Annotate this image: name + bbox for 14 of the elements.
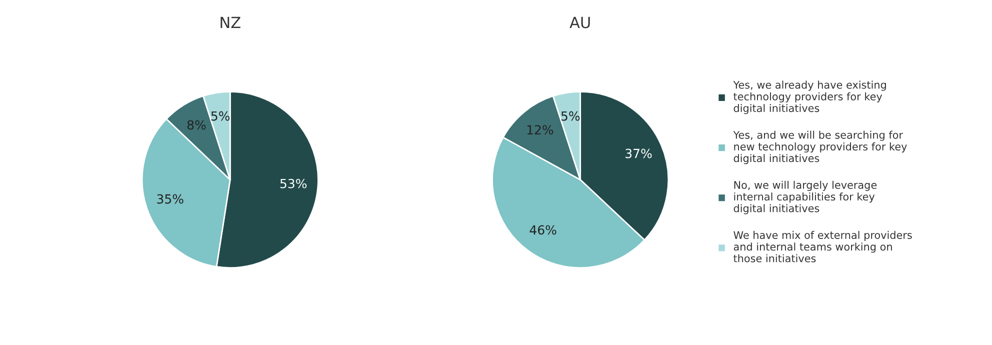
chart-title: AU (570, 16, 590, 28)
data-label: 5% (211, 111, 230, 121)
data-label: 35% (157, 194, 184, 204)
data-label: 37% (626, 148, 652, 158)
chart-title: NZ (220, 16, 240, 28)
data-label: 8% (187, 120, 206, 130)
legend-label: Yes, we already have existing technology providers for key digital initiatives (733, 80, 886, 114)
legend-label: No, we will largely leverage internal capabilities for key digital initiatives (734, 180, 877, 214)
data-label: 46% (530, 225, 556, 235)
data-label: 12% (527, 125, 554, 135)
data-label: 5% (561, 111, 580, 121)
data-label: 53% (280, 178, 307, 188)
legend-label: Yes, and we will be searching for new technology providers for key digital initiatives (733, 130, 907, 164)
legend-label: We have mix of external providers and internal teams working on those initiatives (734, 230, 912, 262)
